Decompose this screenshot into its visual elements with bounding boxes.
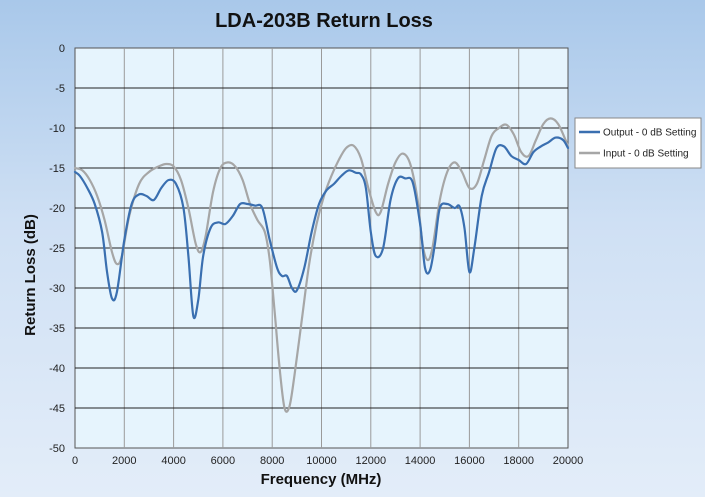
x-tick-label: 2000 [112, 455, 136, 467]
gridlines [75, 48, 568, 448]
x-tick-label: 18000 [503, 455, 534, 467]
legend-label: Output - 0 dB Setting [603, 128, 696, 139]
x-axis-title: Frequency (MHz) [261, 471, 382, 488]
x-tick-label: 0 [72, 455, 78, 467]
y-tick-label: -30 [49, 283, 65, 295]
x-tick-label: 8000 [260, 455, 284, 467]
legend-box [574, 117, 702, 169]
series-line-output [73, 136, 570, 320]
y-tick-labels: 0 -5 -10 -15 -20 -25 -30 -35 -40 -45 -50 [49, 43, 65, 455]
x-tick-labels: 0 2000 4000 6000 8000 10000 12000 14000 16000 180… [72, 455, 583, 467]
legend: Output - 0 dB Setting Input - 0 dB Settin… [574, 117, 702, 169]
y-tick-label: -5 [55, 83, 65, 95]
x-tick-label: 12000 [356, 455, 387, 467]
y-tick-label: -20 [49, 203, 65, 215]
x-tick-label: 16000 [454, 455, 485, 467]
x-tick-label: 14000 [405, 455, 436, 467]
x-tick-label: 4000 [161, 455, 185, 467]
y-tick-label: -40 [49, 363, 65, 375]
y-axis-title: Return Loss (dB) [22, 214, 39, 336]
y-tick-label: -15 [49, 163, 65, 175]
y-tick-label: -10 [49, 123, 65, 135]
chart-title: LDA-203B Return Loss [215, 10, 433, 32]
series-line-input [73, 117, 570, 413]
y-tick-label: -35 [49, 323, 65, 335]
x-tick-label: 20000 [553, 455, 584, 467]
y-tick-label: -45 [49, 403, 65, 415]
y-tick-label: 0 [59, 43, 65, 55]
y-tick-label: -25 [49, 243, 65, 255]
x-tick-label: 6000 [211, 455, 235, 467]
y-tick-label: -50 [49, 443, 65, 455]
series-lines [73, 117, 570, 413]
x-tick-label: 10000 [306, 455, 337, 467]
legend-label: Input - 0 dB Setting [603, 149, 689, 160]
